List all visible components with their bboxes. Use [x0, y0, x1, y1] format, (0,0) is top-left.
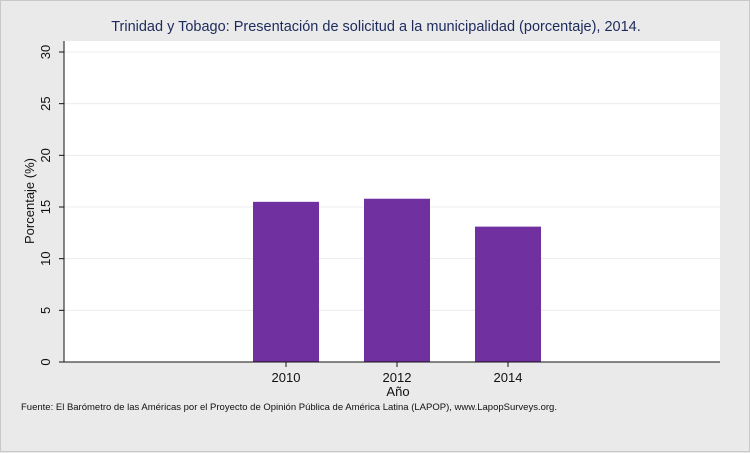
y-tick-label: 5: [38, 307, 53, 314]
y-tick-label: 30: [38, 45, 53, 59]
x-tick-label-2014: 2014: [494, 370, 523, 385]
bar-2014: [475, 226, 541, 362]
source-note: Fuente: El Barómetro de las Américas por…: [21, 402, 557, 413]
x-axis-label: Año: [386, 384, 409, 399]
y-tick-label: 10: [38, 251, 53, 265]
bar-2010: [253, 201, 319, 362]
chart-title: Trinidad y Tobago: Presentación de solic…: [111, 19, 641, 35]
y-axis-ticks: 0 5 10 15 20 25 30: [38, 45, 64, 366]
x-axis-ticks: 2010 2012 2014: [272, 362, 523, 385]
y-tick-label: 20: [38, 148, 53, 162]
y-tick-label: 25: [38, 96, 53, 110]
x-tick-label-2010: 2010: [272, 370, 301, 385]
bars: [253, 198, 541, 362]
x-tick-label-2012: 2012: [383, 370, 412, 385]
y-tick-label: 0: [38, 358, 53, 365]
bar-2012: [364, 198, 430, 362]
y-axis-label: Porcentaje (%): [22, 158, 37, 244]
y-tick-label: 15: [38, 200, 53, 214]
